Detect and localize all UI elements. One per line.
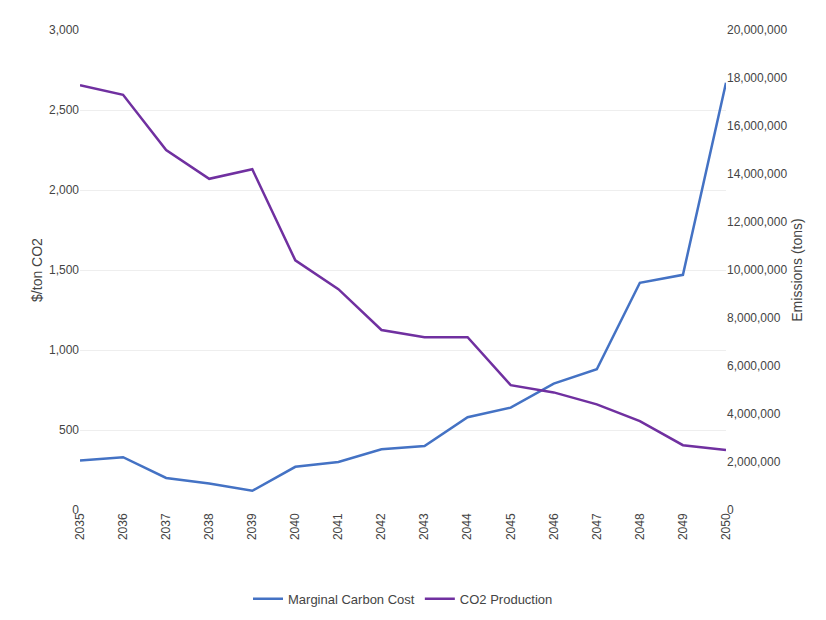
svg-text:Emissions (tons): Emissions (tons) — [789, 218, 805, 321]
svg-text:0: 0 — [727, 503, 734, 517]
svg-text:2036: 2036 — [116, 513, 130, 540]
svg-text:6,000,000: 6,000,000 — [727, 359, 781, 373]
svg-text:12,000,000: 12,000,000 — [727, 215, 787, 229]
svg-text:10,000,000: 10,000,000 — [727, 263, 787, 277]
svg-text:2,500: 2,500 — [49, 103, 79, 117]
svg-text:2044: 2044 — [461, 513, 475, 540]
svg-text:2041: 2041 — [331, 513, 345, 540]
svg-text:2047: 2047 — [590, 513, 604, 540]
svg-text:2,000: 2,000 — [49, 183, 79, 197]
svg-text:1,000: 1,000 — [49, 343, 79, 357]
svg-text:3,000: 3,000 — [49, 23, 79, 37]
svg-text:2042: 2042 — [374, 513, 388, 540]
svg-text:18,000,000: 18,000,000 — [727, 71, 787, 85]
svg-text:2050: 2050 — [719, 513, 733, 540]
svg-text:2048: 2048 — [633, 513, 647, 540]
svg-text:2043: 2043 — [417, 513, 431, 540]
svg-text:2045: 2045 — [504, 513, 518, 540]
svg-text:2046: 2046 — [547, 513, 561, 540]
svg-text:CO2 Production: CO2 Production — [460, 592, 553, 607]
svg-text:2037: 2037 — [159, 513, 173, 540]
svg-text:2035: 2035 — [73, 513, 87, 540]
svg-text:2040: 2040 — [288, 513, 302, 540]
svg-text:20,000,000: 20,000,000 — [727, 23, 787, 37]
svg-text:2038: 2038 — [202, 513, 216, 540]
svg-text:2,000,000: 2,000,000 — [727, 455, 781, 469]
svg-text:0: 0 — [72, 503, 79, 517]
svg-text:8,000,000: 8,000,000 — [727, 311, 781, 325]
svg-text:4,000,000: 4,000,000 — [727, 407, 781, 421]
svg-text:500: 500 — [59, 423, 79, 437]
svg-text:16,000,000: 16,000,000 — [727, 119, 787, 133]
svg-text:1,500: 1,500 — [49, 263, 79, 277]
svg-text:$/ton CO2: $/ton CO2 — [29, 238, 45, 302]
svg-text:Marginal Carbon Cost: Marginal Carbon Cost — [288, 592, 415, 607]
svg-text:2039: 2039 — [245, 513, 259, 540]
svg-text:14,000,000: 14,000,000 — [727, 167, 787, 181]
svg-text:2049: 2049 — [676, 513, 690, 540]
